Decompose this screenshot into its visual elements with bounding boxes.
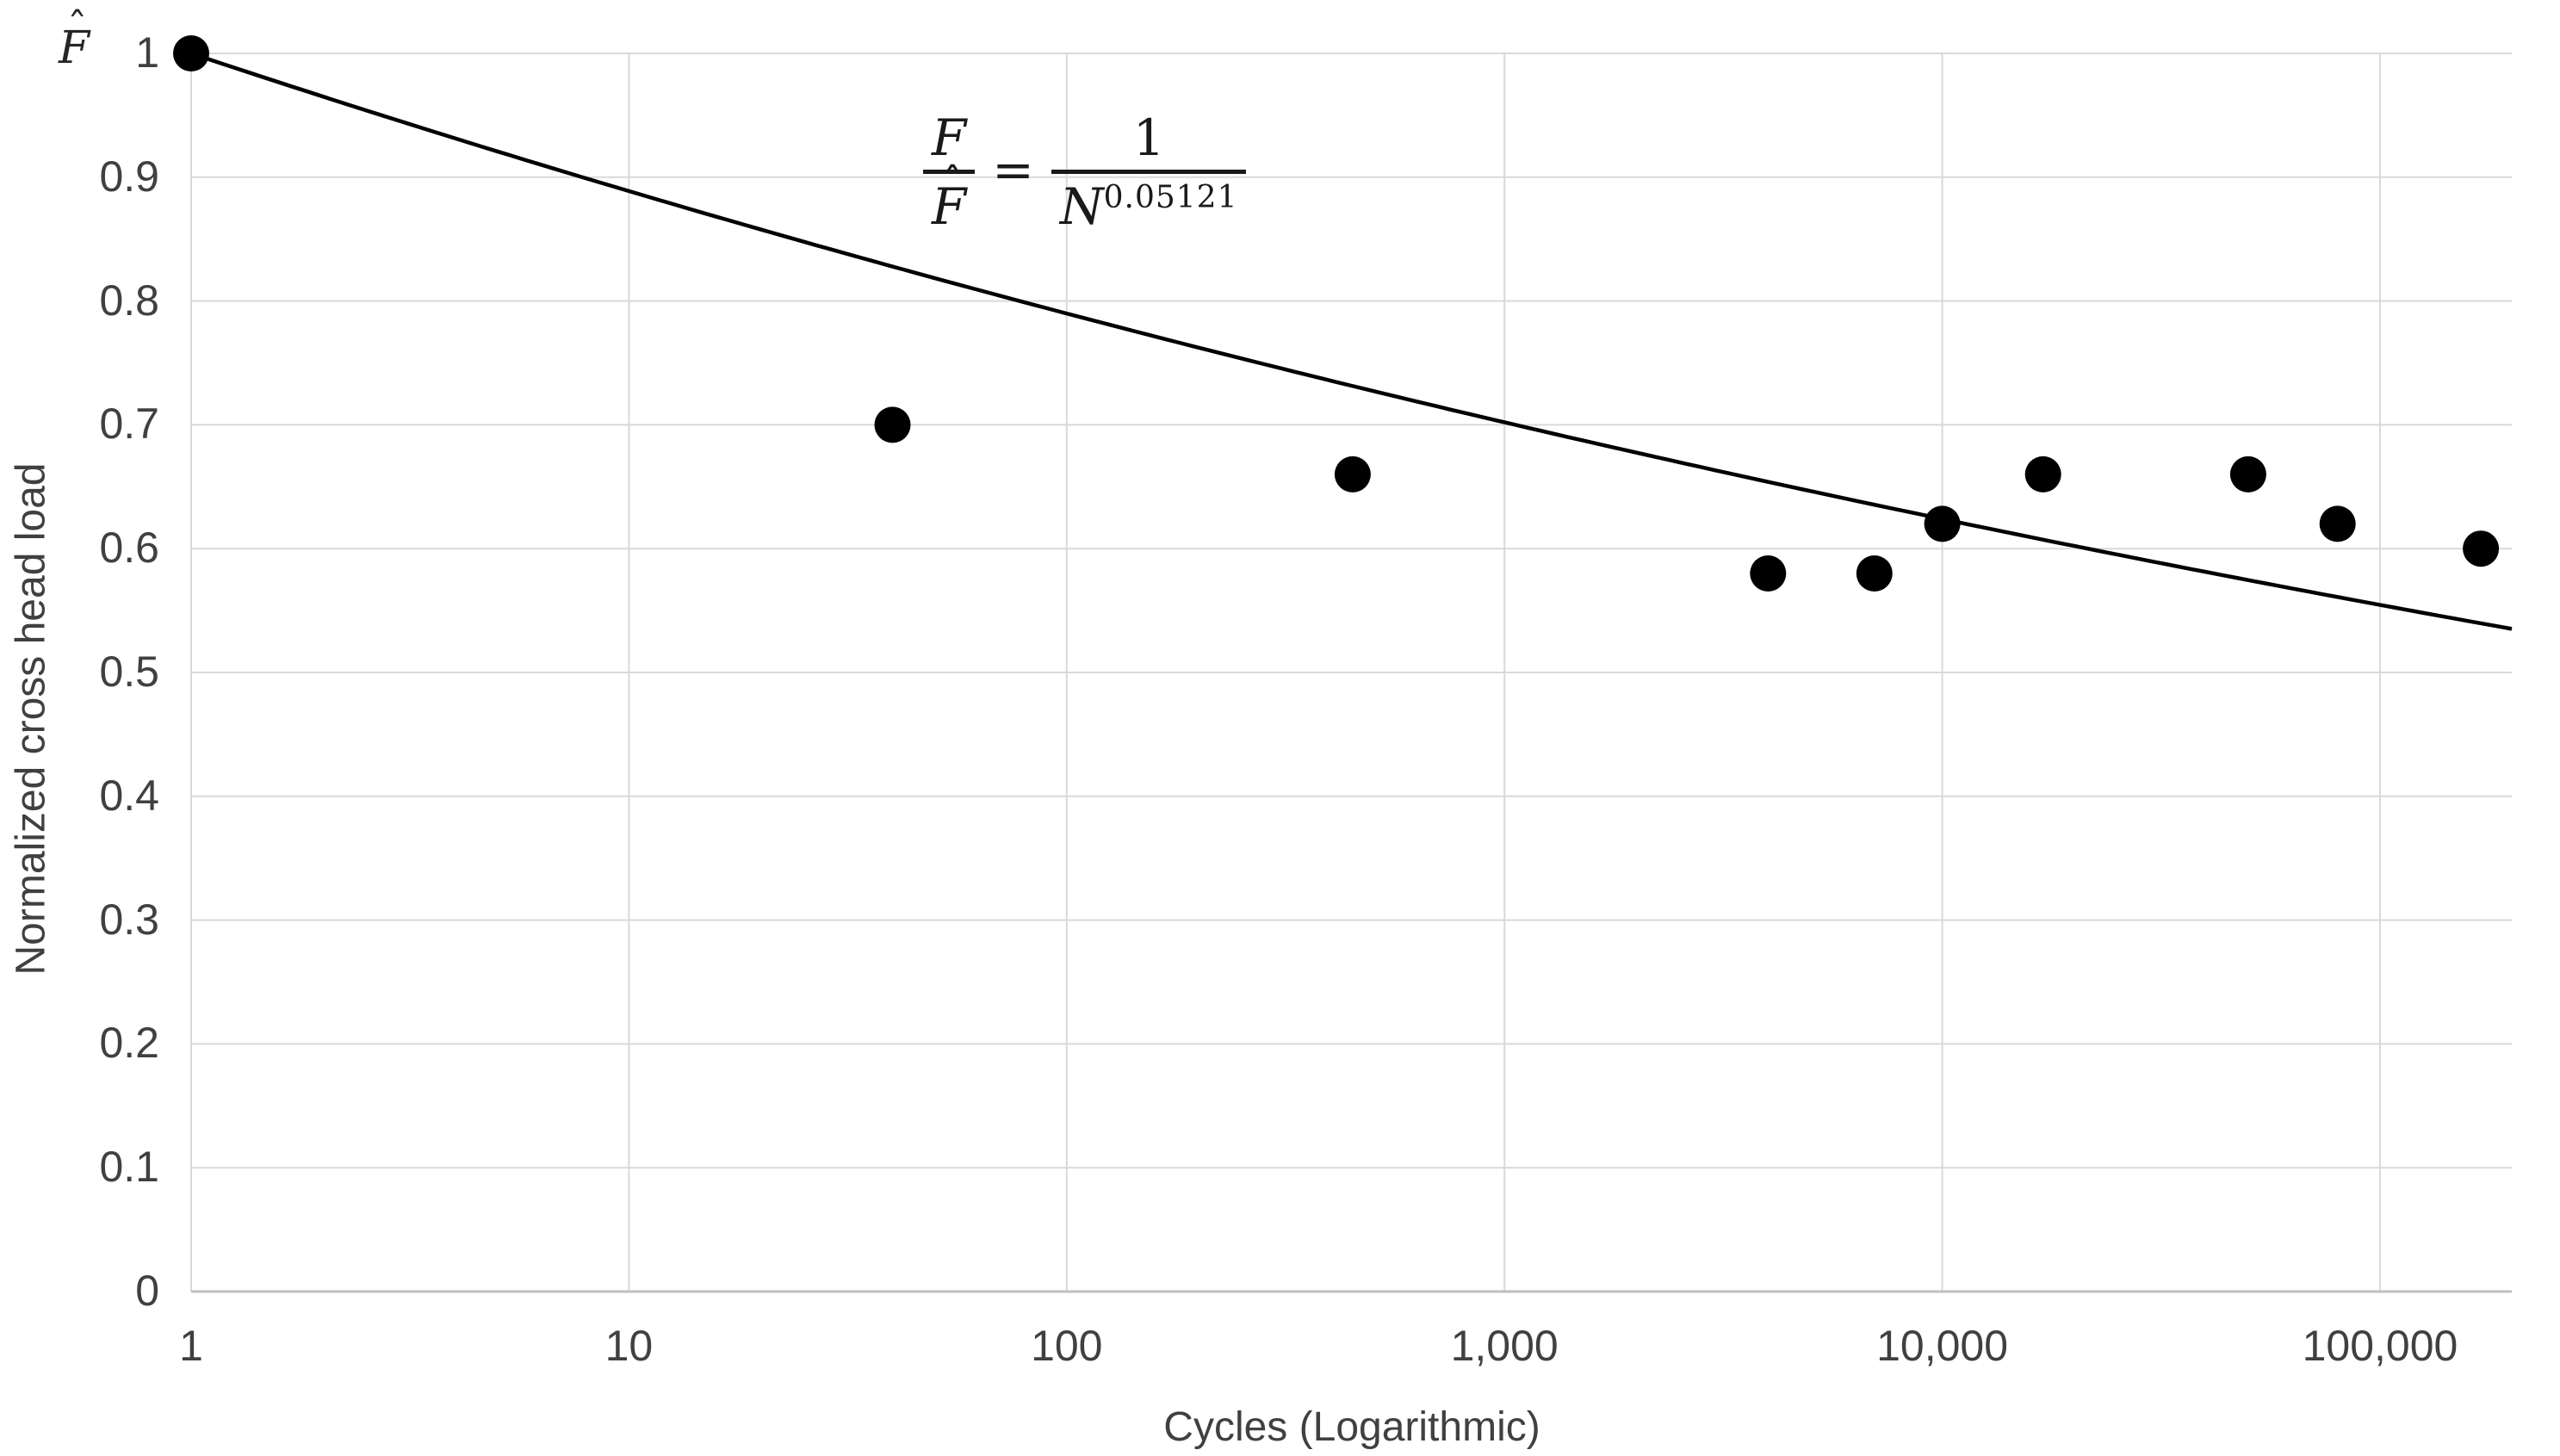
- data-point: [1924, 505, 1961, 542]
- trendline-curve: [190, 51, 2513, 631]
- fraction-bar: [923, 169, 976, 174]
- data-point: [1334, 455, 1371, 493]
- x-tick-label: 100,000: [2302, 1322, 2458, 1370]
- equation-lhs-denominator-base: F: [932, 177, 967, 236]
- y-tick-label: 0.8: [99, 276, 159, 325]
- equation-lhs-denominator: F ˆ: [923, 164, 975, 236]
- data-point: [2229, 455, 2266, 493]
- data-point: [1750, 555, 1787, 592]
- equation-rhs-fraction: 1 N0.05121: [1051, 110, 1247, 235]
- x-axis-title: Cycles (Logarithmic): [1163, 1404, 1540, 1450]
- x-tick-label: 1,000: [1450, 1322, 1559, 1370]
- equation-lhs-numerator: F: [932, 108, 967, 167]
- y-tick-label: 0.1: [99, 1143, 159, 1192]
- y-tick-label: 0.5: [99, 647, 159, 696]
- y-tick-label: 0.9: [99, 152, 159, 201]
- data-point: [173, 35, 209, 71]
- equation-lhs-denominator-hat: ˆ: [941, 160, 964, 213]
- y-tick-label: 1: [135, 28, 159, 77]
- data-point: [874, 406, 911, 443]
- x-tick-label: 10,000: [1876, 1322, 2009, 1370]
- equation-rhs-numerator: 1: [1132, 108, 1165, 167]
- data-point: [2463, 530, 2500, 567]
- equation-rhs-exponent: 0.05121: [1103, 180, 1238, 216]
- equation-equals-sign: =: [992, 140, 1034, 200]
- data-point: [2319, 505, 2356, 542]
- y-tick-label: 0: [135, 1266, 159, 1315]
- equation-lhs-fraction: F F ˆ: [923, 108, 976, 236]
- y-tick-label: 0.7: [99, 400, 159, 449]
- equation-rhs-denominator: N0.05121: [1051, 174, 1247, 235]
- y-tick-label: 0.3: [99, 895, 159, 944]
- y-axis-symbol-hat: ˆ: [66, 5, 88, 53]
- y-tick-label: 0.2: [99, 1019, 159, 1068]
- fraction-bar: [1051, 169, 1247, 174]
- equation-rhs-denominator-base: N: [1059, 177, 1104, 236]
- x-tick-label: 10: [604, 1322, 654, 1370]
- x-tick-label: 100: [1031, 1322, 1103, 1370]
- y-tick-label: 0.6: [99, 524, 159, 573]
- data-point: [1856, 555, 1893, 592]
- trendline-equation: F F ˆ = 1 N0.05121: [923, 108, 1247, 236]
- y-axis-symbol-base: F: [59, 22, 90, 74]
- y-tick-label: 0.4: [99, 771, 159, 820]
- data-point: [2024, 455, 2061, 493]
- x-tick-label: 1: [179, 1322, 203, 1370]
- y-axis-unit-symbol: F ˆ: [59, 9, 90, 74]
